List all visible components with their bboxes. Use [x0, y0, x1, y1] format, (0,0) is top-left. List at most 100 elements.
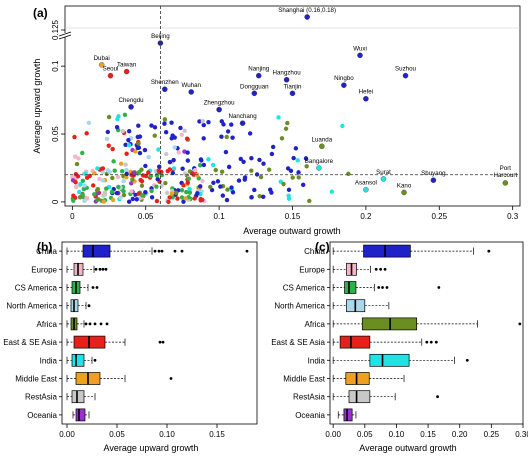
scatter-point [104, 136, 110, 142]
point-label: Surat [376, 169, 391, 176]
xtick-label: 0.00 [325, 430, 341, 439]
box-india [66, 353, 97, 367]
scatter-point [340, 123, 345, 129]
xtick-label: 0.10 [389, 430, 405, 439]
scatter-point [201, 122, 206, 128]
point-label: Kano [397, 182, 412, 189]
scatter-point [286, 187, 292, 193]
labeled-point [251, 90, 258, 97]
scatter-point [94, 188, 100, 193]
scatter-point [252, 187, 257, 193]
scatter-point [201, 136, 206, 141]
scatter-point [114, 190, 120, 196]
scatter-point [307, 198, 312, 204]
box-africa [66, 317, 109, 331]
scatter-point [172, 145, 177, 150]
box-iqr [71, 353, 85, 367]
scatter-point [281, 181, 286, 187]
scatter-point [86, 120, 92, 126]
scatter-point [198, 196, 204, 202]
outlier-point [180, 249, 184, 253]
box-middle-east [332, 372, 405, 385]
outlier-point [93, 358, 97, 362]
scatter-point [152, 125, 158, 130]
scatter-point [286, 196, 292, 201]
scatter-point [291, 155, 296, 161]
outlier-point [487, 249, 491, 253]
scatter-point [140, 193, 145, 198]
scatter-point [97, 176, 102, 182]
scatter-point [184, 189, 189, 195]
box-oceania [337, 408, 357, 422]
scatter-point [257, 193, 262, 199]
scatter-point [179, 195, 185, 200]
scatter-point [134, 197, 139, 202]
panel-a-ytick-label: 0.125 [51, 19, 60, 40]
outlier-point [465, 358, 469, 362]
labeled-point [402, 72, 409, 79]
point-label: Shuyang [421, 170, 446, 177]
scatter-point [80, 150, 85, 156]
panel-a-xtick-label: 0.15 [285, 212, 301, 221]
scatter-point [152, 133, 157, 138]
scatter-point [156, 147, 161, 152]
scatter-point [167, 195, 172, 200]
point-label: Shanghai (0.16,0.18) [278, 7, 336, 14]
labeled-point [401, 189, 407, 196]
scatter-point [74, 161, 80, 167]
scatter-point [162, 117, 168, 122]
scatter-point [192, 168, 198, 173]
scatter-point [270, 144, 276, 150]
panel-c-boxplot: (c) China Europe CS America North America Af… [271, 240, 528, 453]
scatter-point [142, 147, 148, 153]
scatter-point [106, 114, 112, 120]
scatter-point [121, 192, 127, 198]
panel-a-xtick-label: 0.2 [360, 212, 372, 221]
scatter-point [123, 142, 128, 147]
box-iqr [348, 390, 371, 404]
scatter-point [76, 156, 81, 161]
scatter-point [229, 185, 234, 190]
scatter-point [169, 136, 174, 141]
category-label: Europe [31, 265, 57, 274]
scatter-point [76, 189, 82, 195]
scatter-point [101, 199, 107, 204]
scatter-point [293, 146, 299, 151]
box-iqr [75, 408, 86, 422]
scatter-point [220, 193, 226, 198]
scatter-point [82, 183, 87, 188]
scatter-point [230, 190, 236, 195]
scatter-point [283, 126, 289, 131]
box-iqr [71, 390, 85, 404]
scatter-point [92, 192, 97, 197]
scatter-point [136, 191, 141, 196]
scatter-point [123, 162, 128, 167]
outlier-point [437, 286, 441, 289]
scatter-point [116, 184, 121, 190]
scatter-point [115, 174, 121, 180]
outlier-point [429, 340, 433, 344]
category-label: CS America [283, 284, 326, 293]
box-east-se-asia [66, 335, 165, 349]
category-label: Africa [305, 320, 326, 329]
scatter-point [110, 175, 115, 181]
labeled-point [341, 82, 347, 88]
scatter-point [133, 149, 138, 154]
scatter-point [126, 137, 131, 143]
scatter-point [261, 161, 266, 166]
scatter-point [136, 123, 141, 128]
scatter-point [105, 129, 111, 135]
scatter-point [179, 132, 185, 138]
scatter-point [178, 125, 183, 131]
scatter-point [215, 179, 221, 184]
scatter-point [303, 156, 309, 161]
scatter-point [162, 121, 167, 126]
panel-a-ytick-label: 0.1 [51, 60, 60, 72]
scatter-point [200, 118, 205, 124]
point-label: Dubai [94, 55, 110, 62]
scatter-point [124, 171, 129, 177]
scatter-point [129, 189, 134, 194]
scatter-point [187, 186, 192, 192]
box-india [332, 353, 469, 367]
